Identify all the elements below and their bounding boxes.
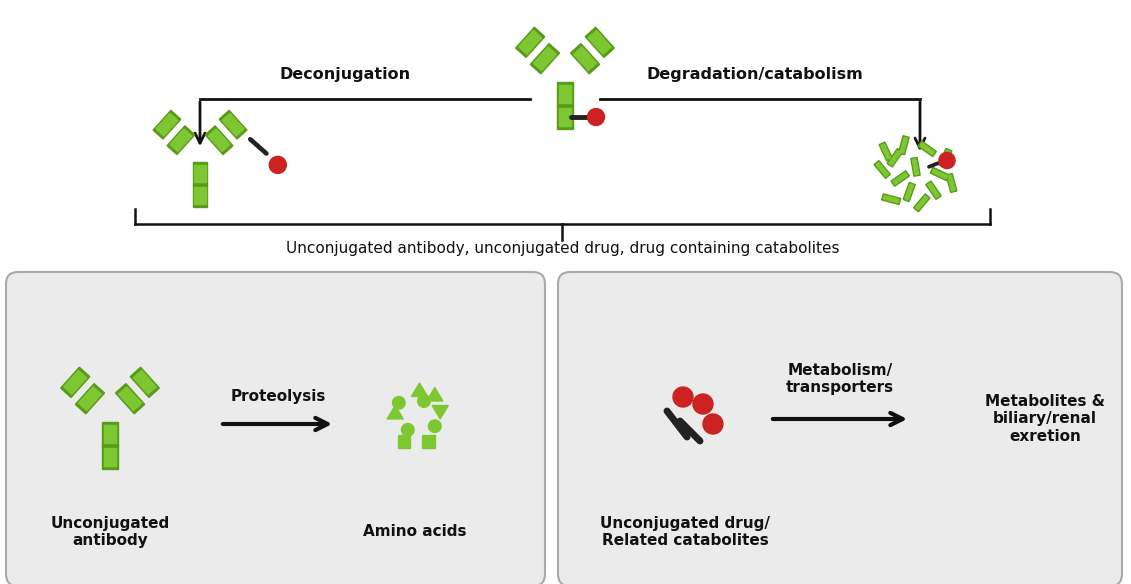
Polygon shape [874,161,890,179]
Polygon shape [585,27,614,57]
Circle shape [673,387,693,407]
Bar [398,435,411,448]
Polygon shape [133,370,156,394]
Polygon shape [102,422,118,446]
Polygon shape [558,82,572,106]
Polygon shape [948,175,956,191]
Text: Unconjugated antibody, unconjugated drug, drug containing catabolites: Unconjugated antibody, unconjugated drug… [286,242,839,256]
Bar [422,435,434,448]
Polygon shape [920,143,934,155]
Polygon shape [939,148,952,167]
Polygon shape [904,182,915,201]
Polygon shape [195,187,206,204]
Polygon shape [516,27,545,57]
Polygon shape [915,196,929,210]
Polygon shape [153,110,181,139]
Text: Degradation/catabolism: Degradation/catabolism [647,67,863,82]
Polygon shape [947,173,957,193]
Polygon shape [940,150,950,165]
Polygon shape [78,387,102,411]
Polygon shape [208,129,230,151]
Polygon shape [900,137,907,153]
Polygon shape [219,110,247,139]
Polygon shape [61,367,89,398]
Polygon shape [875,162,889,176]
Circle shape [429,420,441,433]
Polygon shape [205,126,233,155]
Polygon shape [910,158,921,176]
Polygon shape [534,47,556,71]
Polygon shape [195,165,206,182]
Polygon shape [192,185,207,207]
Polygon shape [167,126,195,155]
Polygon shape [892,173,907,185]
Polygon shape [931,168,949,180]
Polygon shape [156,113,178,136]
Polygon shape [63,370,87,394]
Polygon shape [130,367,159,398]
Polygon shape [879,142,892,161]
Polygon shape [119,387,141,411]
Polygon shape [898,135,909,155]
Polygon shape [932,169,948,179]
Polygon shape [882,194,900,204]
Polygon shape [222,113,244,136]
Polygon shape [192,162,207,185]
Circle shape [703,414,723,434]
FancyBboxPatch shape [558,272,1122,584]
Polygon shape [926,181,941,199]
Polygon shape [927,183,940,197]
Polygon shape [558,105,572,129]
Polygon shape [102,445,118,469]
Text: Metabolites &
biliary/renal
exretion: Metabolites & biliary/renal exretion [985,394,1105,444]
Text: Unconjugated drug/
Related catabolites: Unconjugated drug/ Related catabolites [601,516,770,548]
Polygon shape [573,47,596,71]
Circle shape [693,394,713,414]
Text: Deconjugation: Deconjugation [279,67,411,82]
Polygon shape [887,148,903,167]
Text: Proteolysis: Proteolysis [231,388,326,404]
Polygon shape [530,44,560,74]
Polygon shape [881,144,891,159]
Polygon shape [913,159,918,175]
Circle shape [402,423,414,436]
Circle shape [417,395,430,407]
Polygon shape [104,448,116,466]
Circle shape [269,157,286,173]
Polygon shape [588,30,611,54]
Polygon shape [170,129,192,151]
Circle shape [392,397,405,409]
Polygon shape [905,184,914,200]
Polygon shape [570,44,599,74]
Polygon shape [519,30,542,54]
FancyBboxPatch shape [6,272,545,584]
Circle shape [939,152,955,169]
Polygon shape [387,405,404,419]
Polygon shape [76,384,104,414]
Polygon shape [559,85,571,103]
Text: Unconjugated
antibody: Unconjugated antibody [51,516,170,548]
Polygon shape [115,384,145,414]
Polygon shape [104,425,116,443]
Polygon shape [918,141,936,157]
Polygon shape [426,388,443,401]
Polygon shape [559,108,571,126]
Polygon shape [889,151,900,165]
Polygon shape [883,196,899,203]
Text: Metabolism/
transporters: Metabolism/ transporters [786,363,895,395]
Polygon shape [432,405,448,419]
Polygon shape [891,171,909,186]
Circle shape [587,109,604,126]
Text: Amino acids: Amino acids [363,524,467,540]
Polygon shape [914,194,930,212]
Polygon shape [412,383,428,397]
